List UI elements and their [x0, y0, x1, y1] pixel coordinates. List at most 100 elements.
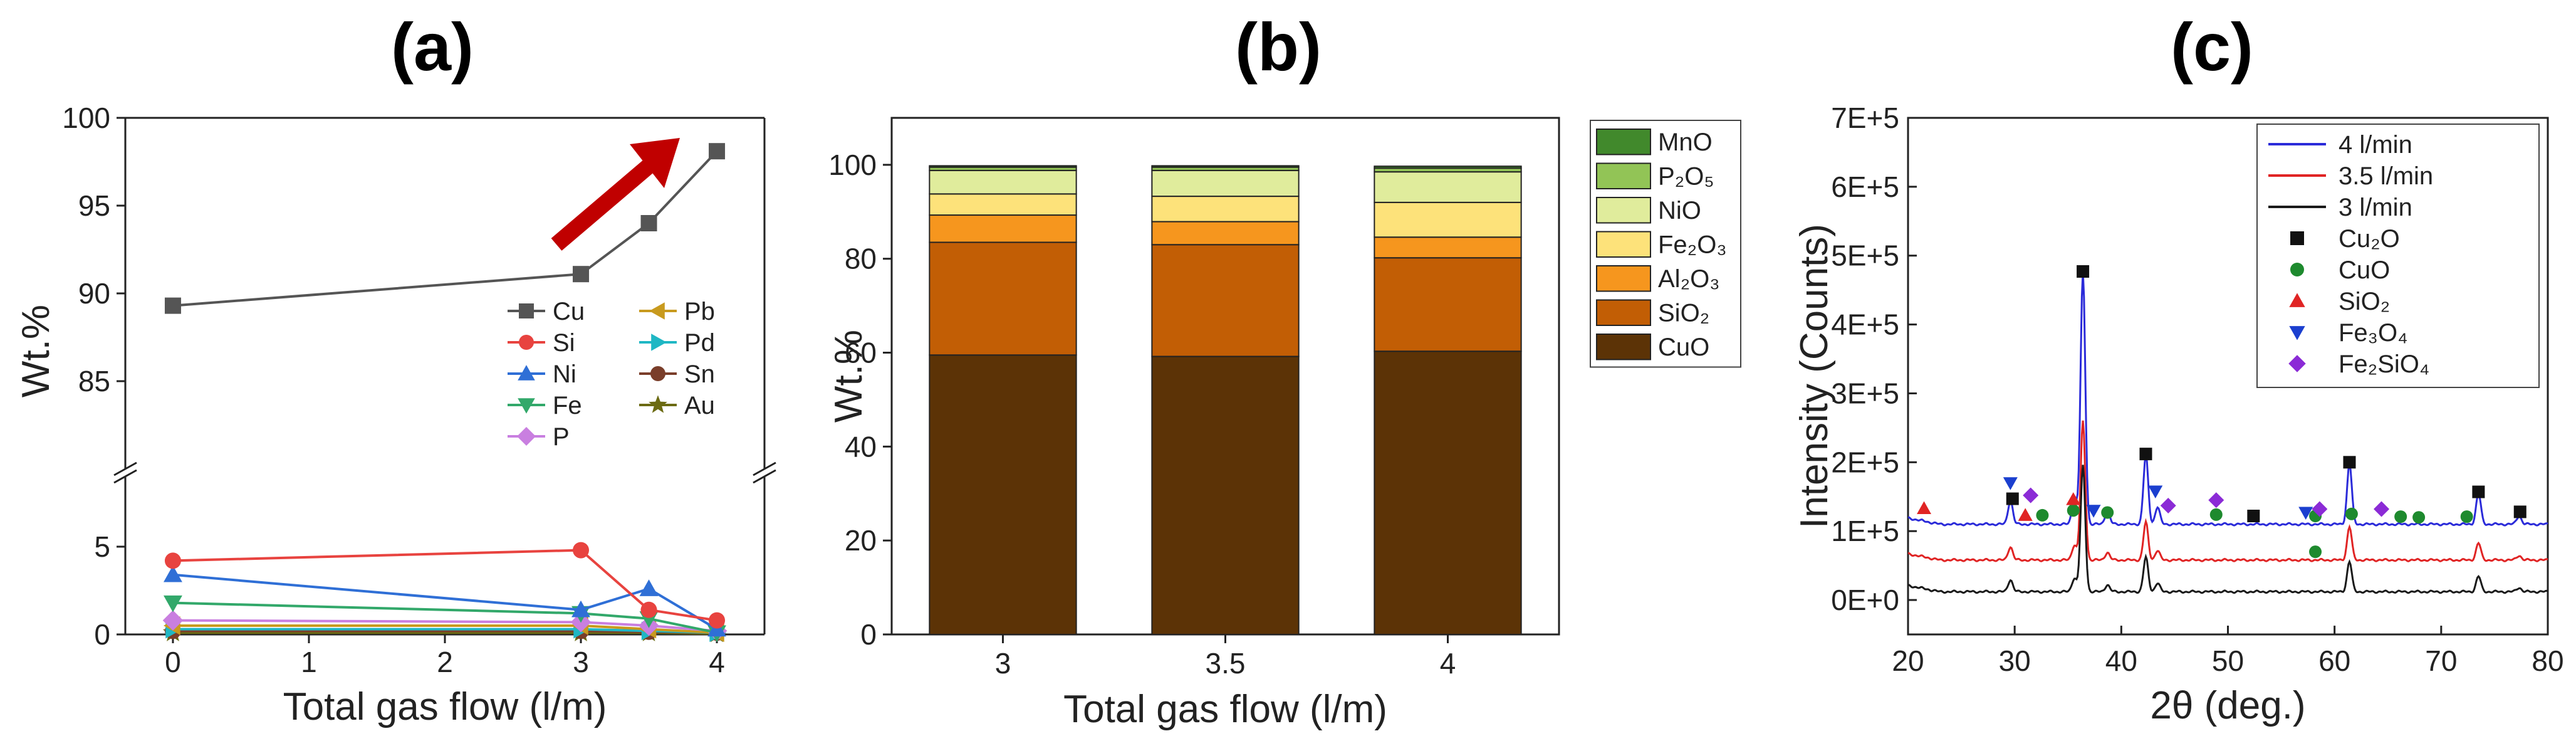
phase-marker-Fe₂SiO₄	[2374, 501, 2390, 517]
legend-label: SiO₂	[2339, 288, 2390, 315]
y-tick-label: 7E+5	[1831, 102, 1899, 134]
phase-marker-CuO	[2036, 508, 2049, 522]
legend-swatch	[1596, 197, 1651, 224]
y-tick-label: 20	[845, 524, 877, 557]
bar-segment-0-CuO	[929, 354, 1077, 635]
legend-marker-sn	[650, 366, 665, 381]
legend-marker	[2290, 263, 2304, 276]
phase-marker-Cu₂O	[2077, 265, 2090, 278]
x-tick-label: 3	[573, 646, 589, 678]
x-tick-label: 70	[2425, 644, 2457, 677]
data-point-si	[573, 542, 590, 559]
xrd-pattern-4lmin	[1907, 271, 2548, 527]
y-tick-label: 60	[845, 337, 877, 369]
x-tick-label: 60	[2318, 644, 2350, 677]
legend-label: SiO₂	[1658, 300, 1709, 327]
y-tick-label: 0E+0	[1831, 584, 1899, 616]
legend-label-pb: Pb	[684, 298, 715, 325]
axis-break-mark	[113, 469, 137, 484]
y-tick-label: 40	[845, 430, 877, 463]
y-tick-label: 1E+5	[1831, 515, 1899, 547]
x-tick-label: 2	[437, 646, 453, 678]
phase-marker-Cu₂O	[2472, 485, 2485, 498]
legend-marker	[2289, 326, 2305, 340]
phase-marker-CuO	[2394, 510, 2407, 523]
data-point-si	[709, 612, 726, 629]
data-point-fe	[164, 595, 182, 612]
data-point-ni	[571, 600, 590, 618]
y-axis-title: Wt.%	[14, 305, 58, 397]
legend-marker-si	[519, 335, 534, 350]
bar-segment-0-MnO	[929, 165, 1077, 168]
phase-marker-Fe₃O₄	[2086, 505, 2101, 518]
phase-marker-Cu₂O	[2247, 510, 2260, 523]
bar-segment-1-CuO	[1151, 355, 1300, 636]
legend-marker	[2288, 355, 2306, 372]
x-tick-label: 3.5	[1206, 647, 1246, 680]
phase-marker-Cu₂O	[2343, 456, 2356, 469]
phase-marker-Cu₂O	[2006, 492, 2019, 505]
panel-c-label: (c)	[2171, 9, 2253, 85]
legend-swatch	[1596, 231, 1651, 258]
data-point-cu	[164, 297, 181, 314]
bar-segment-1-Fe₂O₃	[1151, 196, 1300, 223]
phase-marker-CuO	[2309, 545, 2322, 559]
legend-marker-fe	[518, 398, 535, 414]
x-tick-label: 50	[2212, 644, 2244, 677]
x-tick-label: 3	[995, 647, 1011, 680]
legend-label: Fe₃O₄	[2339, 319, 2407, 347]
legend-swatch	[1596, 265, 1651, 292]
phase-marker-CuO	[2460, 510, 2473, 523]
bar-segment-1-MnO	[1151, 165, 1300, 168]
axis-break-mark	[113, 461, 137, 476]
legend-marker	[2289, 293, 2305, 307]
bar-segment-0-NiO	[929, 169, 1077, 195]
legend-label: Al₂O₃	[1658, 265, 1720, 293]
y-tick-label: 0	[94, 618, 110, 651]
x-tick-label: 30	[1999, 644, 2031, 677]
legend-marker-p	[517, 427, 536, 446]
data-point-cu	[573, 266, 590, 283]
axis-break-mark	[753, 469, 776, 484]
data-point-si	[164, 552, 181, 569]
series-line-p	[172, 619, 717, 633]
legend-marker-pb	[649, 302, 665, 320]
series-line-pb	[172, 624, 717, 634]
bar-segment-0-SiO₂	[929, 241, 1077, 356]
x-tick-label: 4	[1440, 647, 1456, 680]
legend-label: 3.5 l/min	[2339, 162, 2433, 190]
phase-marker-CuO	[2345, 507, 2358, 520]
legend-label: MnO	[1658, 129, 1713, 156]
legend-label: NiO	[1658, 197, 1701, 224]
legend-label: 4 l/min	[2339, 131, 2412, 159]
x-axis-title: 2θ (deg.)	[2150, 684, 2305, 727]
trend-arrow-head	[630, 138, 680, 188]
phase-marker-Fe₃O₄	[2003, 477, 2018, 490]
data-point-ni	[639, 579, 659, 596]
legend-label: 3 l/min	[2339, 194, 2412, 221]
legend-label-si: Si	[553, 329, 575, 357]
phase-marker-CuO	[2067, 504, 2080, 517]
y-tick-label: 95	[78, 189, 110, 222]
y-tick-label: 80	[845, 243, 877, 275]
y-tick-label: 4E+5	[1831, 308, 1899, 341]
legend-marker-au	[649, 395, 667, 413]
bar-segment-2-Al₂O₃	[1374, 236, 1522, 259]
legend-label: Fe₂O₃	[1658, 231, 1727, 259]
bar-segment-0-Al₂O₃	[929, 214, 1077, 243]
legend-label: CuO	[1658, 334, 1709, 361]
axis-break-mark	[753, 461, 776, 476]
legend-marker-pd	[651, 334, 667, 351]
phase-marker-SiO₂	[2018, 508, 2033, 521]
phase-marker-Cu₂O	[2139, 448, 2152, 461]
series-line-fe	[172, 601, 717, 634]
x-tick-label: 80	[2532, 644, 2563, 677]
y-tick-label: 90	[78, 277, 110, 310]
x-tick-label: 4	[709, 646, 725, 678]
phase-marker-Fe₂SiO₄	[2312, 501, 2328, 517]
legend-marker-ni	[518, 365, 535, 381]
bar-segment-2-Fe₂O₃	[1374, 201, 1522, 238]
phase-marker-SiO₂	[1917, 501, 1932, 514]
legend-marker	[2290, 231, 2304, 245]
